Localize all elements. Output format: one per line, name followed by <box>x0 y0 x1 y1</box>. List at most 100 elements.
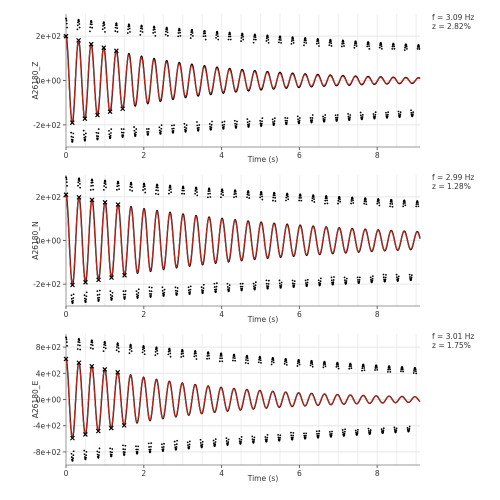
data-point <box>65 181 68 184</box>
data-point <box>389 202 392 205</box>
data-point <box>404 202 406 204</box>
data-point <box>247 362 250 365</box>
data-point <box>70 297 73 300</box>
data-point <box>130 182 133 185</box>
chart-panel-2: 2e+02 0e+00 -2e+02 0 2 4 6 8 Time (s) A26180_N f =… <box>31 173 474 324</box>
data-point <box>91 340 94 342</box>
data-point <box>304 38 307 40</box>
data-point <box>330 432 333 435</box>
data-point <box>254 281 257 284</box>
data-point <box>279 37 282 39</box>
data-point <box>220 190 223 193</box>
data-point <box>247 191 250 194</box>
x-tick-label: 4 <box>219 310 224 319</box>
data-point <box>225 437 228 439</box>
x-tick-label: 8 <box>375 151 380 160</box>
data-point <box>116 188 118 191</box>
data-point <box>332 282 335 285</box>
data-point <box>285 361 288 364</box>
data-point <box>406 47 408 50</box>
data-point <box>399 115 402 117</box>
data-point <box>252 38 255 41</box>
data-point <box>85 450 88 453</box>
data-point <box>401 367 404 370</box>
data-point <box>412 372 415 374</box>
data-point <box>336 114 339 116</box>
data-point <box>122 293 125 296</box>
data-point <box>273 117 276 120</box>
data-point <box>280 285 283 288</box>
data-point <box>334 114 337 117</box>
data-point <box>349 116 351 119</box>
x-tick-label: 4 <box>219 151 224 160</box>
data-point <box>252 41 255 44</box>
data-point <box>149 450 152 453</box>
data-point <box>83 294 86 297</box>
data-point <box>344 428 347 431</box>
data-point <box>148 448 151 451</box>
data-point <box>104 344 107 347</box>
data-point <box>228 284 231 287</box>
data-point <box>76 348 79 350</box>
data-point <box>254 36 257 39</box>
data-point <box>117 180 120 183</box>
data-point <box>341 429 344 431</box>
data-point <box>342 42 345 45</box>
data-point <box>313 198 315 201</box>
data-point <box>70 452 73 455</box>
data-point <box>290 431 292 434</box>
data-point <box>139 30 142 32</box>
data-point <box>347 115 350 118</box>
data-point <box>233 196 235 199</box>
data-point <box>416 201 419 204</box>
data-point <box>183 122 186 125</box>
data-point <box>270 360 273 363</box>
data-point <box>380 428 383 431</box>
data-point <box>361 116 364 118</box>
data-point <box>91 344 94 347</box>
data-point <box>137 288 140 291</box>
data-point <box>291 282 294 285</box>
peak-marker <box>102 199 108 205</box>
data-point <box>291 436 294 439</box>
data-point <box>316 40 318 43</box>
data-point <box>318 430 321 432</box>
data-point <box>135 128 138 130</box>
data-point <box>340 45 343 48</box>
data-point <box>108 133 111 136</box>
data-point <box>305 282 307 284</box>
data-point <box>332 281 335 284</box>
data-point <box>91 26 94 29</box>
data-point <box>122 448 125 451</box>
data-point <box>309 362 312 365</box>
data-point <box>182 186 185 188</box>
data-point <box>90 343 92 346</box>
data-point <box>222 127 225 130</box>
data-point <box>304 279 307 282</box>
data-point <box>298 121 301 124</box>
data-point <box>272 361 275 364</box>
data-point <box>206 355 209 357</box>
data-point <box>98 451 101 454</box>
data-point <box>116 27 119 30</box>
data-point <box>350 367 353 370</box>
data-point <box>378 46 381 49</box>
data-point <box>332 279 335 281</box>
data-point <box>298 199 300 202</box>
data-point <box>197 128 200 131</box>
data-point <box>242 35 244 38</box>
data-point <box>337 202 339 205</box>
data-point <box>374 113 377 116</box>
data-point <box>174 446 177 449</box>
data-point <box>386 370 389 373</box>
data-point <box>179 34 182 37</box>
data-point <box>280 41 283 44</box>
data-point <box>153 26 156 29</box>
data-point <box>124 448 126 451</box>
data-point <box>319 282 322 285</box>
x-tick-label: 0 <box>64 469 69 478</box>
data-point <box>217 38 220 41</box>
data-point <box>254 284 257 287</box>
data-point <box>280 281 283 284</box>
data-point <box>154 350 157 353</box>
